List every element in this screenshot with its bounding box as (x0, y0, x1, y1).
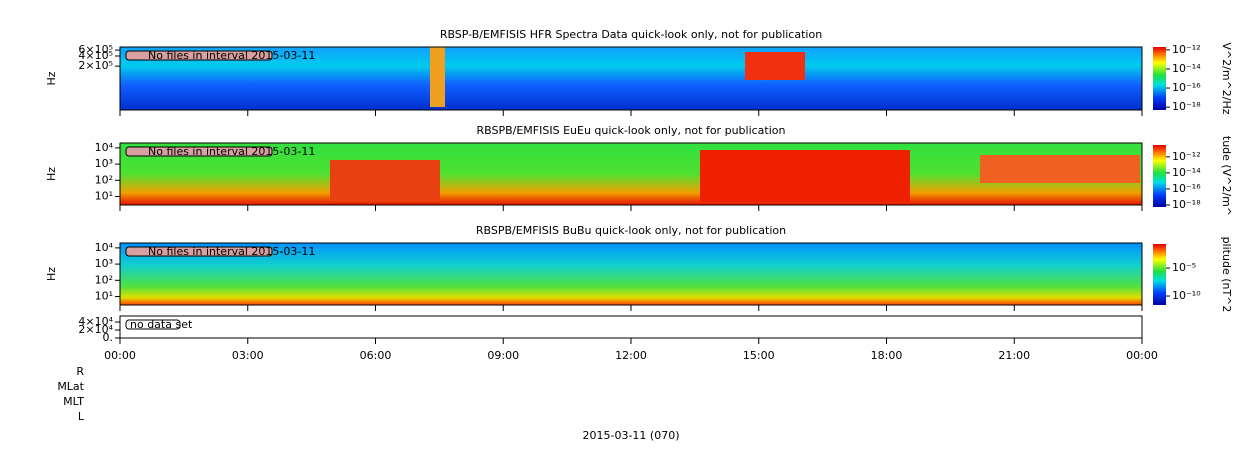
spectrogram-feature (745, 52, 805, 80)
colorbar (1153, 47, 1166, 110)
x-tick-label: 18:00 (871, 349, 903, 362)
annotation-text: No files in interval 2015-03-11 (148, 49, 315, 62)
y-tick-label: 10¹ (95, 190, 113, 203)
colorbar-tick-label: 10⁻¹⁰ (1172, 289, 1201, 302)
x-tick-label: 06:00 (360, 349, 392, 362)
y-tick-label: 10⁴ (95, 141, 114, 154)
annotation-box (125, 246, 273, 257)
annotation: No files in interval 2015-03-11 (125, 245, 315, 258)
row-label: MLT (63, 395, 84, 408)
spectrogram-images (120, 47, 1166, 305)
annotation: No files in interval 2015-03-11 (125, 49, 315, 62)
y-tick-label: 0. (103, 331, 114, 344)
colorbar-tick-label: 10⁻¹⁶ (1172, 182, 1201, 195)
colorbar-label: plitude (nT^2 (1220, 237, 1233, 313)
x-axis-label: 2015-03-11 (070) (582, 429, 679, 442)
annotation: No files in interval 2015-03-11 (125, 145, 315, 158)
colorbar-tick-label: 10⁻¹² (1172, 43, 1201, 56)
x-tick-label: 15:00 (743, 349, 775, 362)
colorbar-tick-label: 10⁻¹² (1172, 150, 1201, 163)
y-tick-label: 10¹ (95, 290, 113, 303)
y-tick-label: 10² (95, 273, 113, 286)
spectrogram-image (120, 47, 1142, 110)
y-axis-label: Hz (45, 267, 58, 281)
spectrogram-feature (430, 47, 445, 107)
annotation-text: No files in interval 2015-03-11 (148, 145, 315, 158)
colorbar-tick-label: 10⁻¹⁴ (1172, 62, 1201, 75)
y-tick-label: 10³ (95, 157, 113, 170)
x-tick-label: 09:00 (487, 349, 519, 362)
x-tick-label: 00:00 (104, 349, 136, 362)
colorbar-tick-label: 10⁻¹⁸ (1172, 198, 1201, 211)
spectrogram-feature (980, 155, 1140, 183)
spectrogram-image (120, 143, 1142, 205)
colorbar-tick-label: 10⁻¹⁸ (1172, 100, 1201, 113)
spectrogram-image (120, 243, 1142, 305)
y-tick-label: 2×10⁵ (78, 59, 113, 72)
annotation-text: No files in interval 2015-03-11 (148, 245, 315, 258)
colorbar-label: tude (V^2/m^ (1220, 136, 1233, 216)
colorbar (1153, 244, 1166, 305)
annotation-box (125, 146, 273, 157)
y-tick-label: 10³ (95, 257, 113, 270)
colorbar-label: V^2/m^2/Hz (1220, 42, 1233, 114)
x-tick-label: 12:00 (615, 349, 647, 362)
row-label: MLat (57, 380, 84, 393)
y-tick-label: 10⁴ (95, 241, 114, 254)
colorbar-tick-label: 10⁻⁵ (1172, 261, 1196, 274)
y-axis-label: Hz (45, 71, 58, 85)
annotation-text: no data set (130, 318, 193, 331)
x-tick-label: 21:00 (998, 349, 1030, 362)
spectrogram-feature (700, 150, 910, 202)
row-label: R (76, 365, 84, 378)
annotation-box (125, 50, 273, 61)
y-tick-label: 4×10⁴ (78, 315, 113, 328)
panel-title: RBSPB/EMFISIS EuEu quick-look only, not … (476, 124, 785, 137)
spectrogram-feature (330, 160, 440, 202)
y-tick-label: 4×10⁵ (78, 49, 113, 62)
panel-title: RBSP-B/EMFISIS HFR Spectra Data quick-lo… (440, 28, 822, 41)
y-tick-label: 6×10⁵ (78, 43, 113, 56)
row-label: L (78, 410, 85, 423)
colorbar-tick-label: 10⁻¹⁴ (1172, 166, 1201, 179)
annotation: no data set (125, 318, 193, 331)
panel-title: RBSPB/EMFISIS BuBu quick-look only, not … (476, 224, 786, 237)
plot-frame (119, 315, 1143, 339)
x-tick-label: 00:00 (1126, 349, 1158, 362)
colorbar-tick-label: 10⁻¹⁶ (1172, 81, 1201, 94)
annotation-box (125, 319, 181, 330)
x-tick-label: 03:00 (232, 349, 264, 362)
y-tick-label: 10² (95, 173, 113, 186)
colorbar (1153, 145, 1166, 207)
y-axis-label: Hz (45, 167, 58, 181)
y-tick-label: 2×10⁴ (78, 323, 113, 336)
